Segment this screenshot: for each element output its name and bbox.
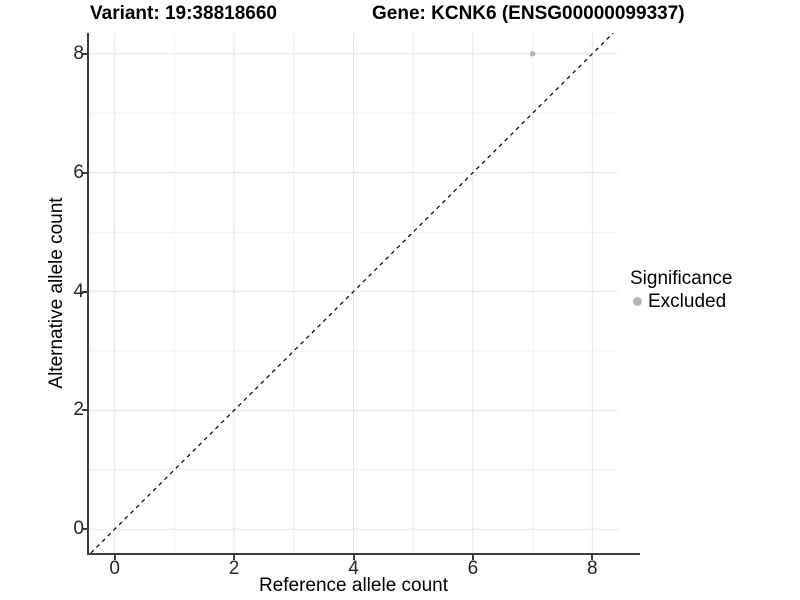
y-tick-mark (82, 171, 87, 174)
x-tick-mark (352, 555, 355, 560)
data-point (529, 51, 536, 57)
x-tick-label: 4 (348, 558, 359, 579)
x-tick-label: 8 (587, 558, 598, 579)
y-tick-label: 0 (73, 518, 84, 540)
y-tick-mark (82, 528, 87, 531)
legend-title: Significance (630, 268, 733, 289)
y-axis-line (87, 33, 89, 555)
x-axis-line (87, 553, 640, 555)
identity-reference-line (90, 33, 614, 553)
y-tick-mark (82, 409, 87, 412)
legend-item-excluded: Excluded (630, 290, 732, 313)
x-tick-label: 6 (467, 558, 479, 579)
legend-item-label: Excluded (648, 291, 727, 312)
y-tick-label: 2 (73, 399, 84, 421)
y-tick-label: 4 (73, 280, 84, 302)
y-tick-mark (82, 52, 87, 55)
x-tick-mark (591, 555, 594, 560)
x-tick-mark (113, 555, 116, 560)
x-tick-mark (233, 555, 236, 560)
plot-title-variant: Variant: 19:38818660 (90, 3, 277, 24)
legend: Significance Excluded (630, 267, 732, 313)
x-tick-mark (471, 555, 474, 560)
y-tick-label: 8 (73, 42, 84, 64)
x-tick-label: 2 (228, 558, 240, 579)
y-tick-label: 6 (73, 161, 84, 183)
x-tick-label: 0 (109, 558, 120, 579)
plot-title-gene: Gene: KCNK6 (ENSG00000099337) (372, 3, 685, 24)
x-axis-title: Reference allele count (258, 575, 449, 596)
excluded-point-icon (633, 297, 642, 306)
plot-panel (89, 33, 618, 553)
plot-panel-canvas (89, 33, 618, 553)
y-tick-mark (82, 290, 87, 293)
